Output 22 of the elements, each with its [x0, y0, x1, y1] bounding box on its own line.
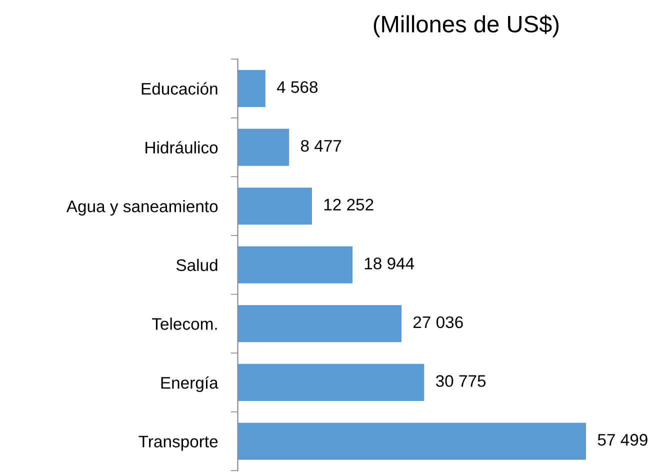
data-label: 12 252: [324, 198, 374, 211]
chart-title: (Millones de US$): [374, 14, 559, 38]
y-tick-label: Transporte: [138, 436, 218, 451]
y-tick-label: Salud: [176, 258, 218, 272]
bar: [238, 188, 312, 225]
y-tick-label: Educación: [142, 82, 218, 95]
bar: [238, 305, 402, 342]
bar: [238, 246, 353, 284]
data-label: 4 568: [276, 81, 318, 93]
data-label: 8 477: [300, 140, 342, 152]
data-label: 30 775: [436, 375, 486, 387]
bar: [238, 364, 424, 401]
bar: [238, 70, 266, 108]
data-label: 18 944: [364, 258, 414, 270]
y-tick-label: Energía: [161, 376, 218, 392]
data-label: 57 499: [598, 434, 648, 446]
y-tick-label: Telecom.: [152, 318, 217, 330]
data-label: 27 036: [413, 316, 463, 328]
bar: [238, 422, 586, 460]
bar: [238, 128, 290, 166]
y-tick-label: Agua y saneamiento: [66, 200, 218, 216]
y-tick-label: Hidráulico: [146, 141, 218, 154]
